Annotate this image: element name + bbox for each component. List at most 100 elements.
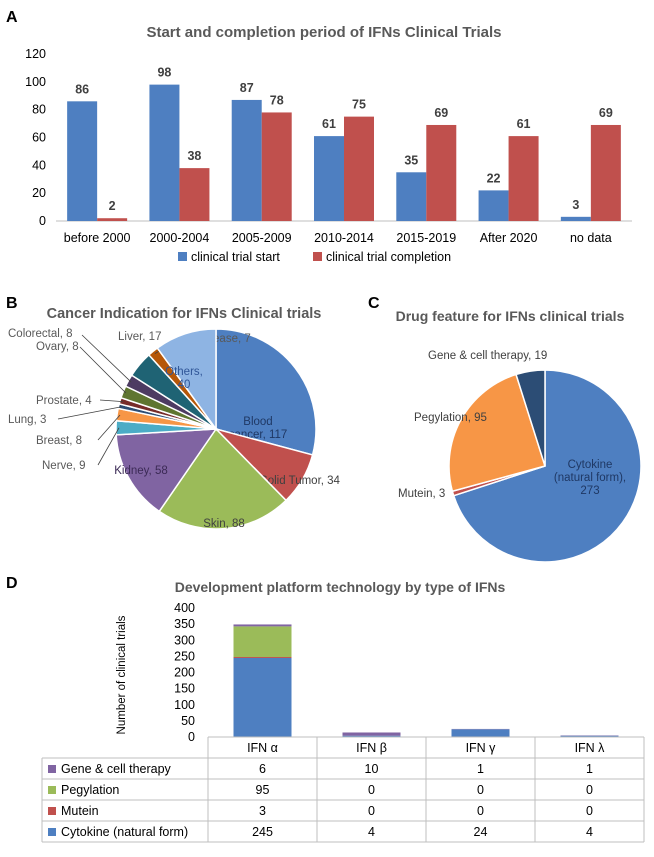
y-tick-label: 250 bbox=[174, 649, 195, 663]
y-tick-label: 0 bbox=[188, 730, 195, 744]
y-tick-label: 120 bbox=[25, 47, 46, 61]
table-legend-swatch bbox=[48, 828, 56, 836]
table-cell: 3 bbox=[259, 804, 266, 818]
bar bbox=[179, 168, 209, 221]
chart-c: Cytokine(natural form),273 Mutein, 3 Pegyl… bbox=[398, 350, 641, 562]
bar-segment bbox=[234, 626, 292, 657]
x-tick-label: before 2000 bbox=[64, 231, 131, 245]
slice-label: 273 bbox=[580, 485, 599, 497]
slice-label: Liver, 17 bbox=[118, 331, 161, 343]
bar bbox=[479, 190, 509, 221]
slice-label: Blood bbox=[243, 416, 272, 428]
table-cell: 4 bbox=[368, 825, 375, 839]
chart-d-title: Development platform technology by type … bbox=[175, 579, 506, 595]
leader-line bbox=[58, 407, 122, 419]
y-tick-label: 40 bbox=[32, 158, 46, 172]
x-tick-label: 2010-2014 bbox=[314, 231, 374, 245]
panel-label-d: D bbox=[6, 575, 18, 592]
table-cell: 24 bbox=[474, 825, 488, 839]
slice-label: Prostate, 4 bbox=[36, 395, 92, 407]
slice-label: Pegylation, 95 bbox=[414, 412, 487, 424]
bar bbox=[561, 217, 591, 221]
data-label: 86 bbox=[75, 82, 89, 96]
table-cell: 1 bbox=[586, 762, 593, 776]
y-tick-label: 80 bbox=[32, 103, 46, 117]
bar bbox=[149, 85, 179, 221]
y-tick-label: 400 bbox=[174, 601, 195, 615]
data-label: 22 bbox=[487, 171, 501, 185]
slice-label: Breast, 8 bbox=[36, 435, 82, 447]
slice-label: (natural form), bbox=[554, 472, 626, 484]
table-cell: 1 bbox=[477, 762, 484, 776]
table-cell: 0 bbox=[368, 783, 375, 797]
data-label: 61 bbox=[322, 117, 336, 131]
slice-label: Others, bbox=[165, 366, 203, 378]
data-label: 35 bbox=[404, 153, 418, 167]
bar bbox=[262, 112, 292, 221]
table-column-header: IFN α bbox=[247, 741, 278, 755]
panel-label-c: C bbox=[368, 295, 380, 312]
table-cell: 0 bbox=[477, 804, 484, 818]
table-cell: 0 bbox=[586, 783, 593, 797]
bar bbox=[97, 218, 127, 221]
data-label: 78 bbox=[270, 93, 284, 107]
bar bbox=[67, 101, 97, 221]
y-tick-label: 300 bbox=[174, 633, 195, 647]
chart-b-title: Cancer Indication for IFNs Clinical tria… bbox=[47, 306, 322, 322]
x-tick-label: After 2020 bbox=[480, 231, 538, 245]
bar bbox=[426, 125, 456, 221]
slice-label: Colorectal, 8 bbox=[8, 328, 73, 340]
table-column-header: IFN λ bbox=[575, 741, 606, 755]
bar bbox=[591, 125, 621, 221]
bar bbox=[232, 100, 262, 221]
slice-label: Cytokine bbox=[568, 459, 613, 471]
panel-label-a: A bbox=[6, 9, 18, 26]
slice-label: Kidney, 58 bbox=[114, 465, 168, 477]
y-tick-label: 50 bbox=[181, 714, 195, 728]
data-label: 87 bbox=[240, 81, 254, 95]
slice-label: Mutein, 3 bbox=[398, 488, 445, 500]
legend-swatch-completion bbox=[313, 252, 322, 261]
slice-label: 40 bbox=[178, 379, 191, 391]
bar-segment bbox=[234, 624, 292, 626]
legend-swatch-start bbox=[178, 252, 187, 261]
table-legend-swatch bbox=[48, 786, 56, 794]
legend-label-completion: clinical trial completion bbox=[326, 250, 451, 264]
panel-label-b: B bbox=[6, 295, 18, 312]
table-legend-swatch bbox=[48, 807, 56, 815]
bar bbox=[509, 136, 539, 221]
x-tick-label: no data bbox=[570, 231, 612, 245]
table-row-label: Pegylation bbox=[61, 783, 119, 797]
table-cell: 95 bbox=[256, 783, 270, 797]
table-legend-swatch bbox=[48, 765, 56, 773]
bar-segment bbox=[343, 732, 401, 735]
table-cell: 0 bbox=[586, 804, 593, 818]
y-tick-label: 350 bbox=[174, 617, 195, 631]
chart-a-title: Start and completion period of IFNs Clin… bbox=[146, 24, 501, 41]
slice-label: Ovary, 8 bbox=[36, 341, 79, 353]
bar-segment bbox=[452, 729, 510, 737]
table-cell: 0 bbox=[368, 804, 375, 818]
data-label: 3 bbox=[572, 198, 579, 212]
table-column-header: IFN γ bbox=[466, 741, 497, 755]
table-column-header: IFN β bbox=[356, 741, 387, 755]
legend-label-start: clinical trial start bbox=[191, 250, 280, 264]
slice-label: Gene & cell therapy, 19 bbox=[428, 350, 547, 362]
x-tick-label: 2015-2019 bbox=[396, 231, 456, 245]
x-tick-label: 2005-2009 bbox=[232, 231, 292, 245]
chart-a-legend: clinical trial start clinical trial comp… bbox=[178, 250, 451, 264]
bar bbox=[344, 117, 374, 221]
y-tick-label: 0 bbox=[39, 214, 46, 228]
y-tick-label: 20 bbox=[32, 186, 46, 200]
data-label: 38 bbox=[187, 149, 201, 163]
data-label: 69 bbox=[434, 106, 448, 120]
slice-label: Skin, 88 bbox=[203, 518, 245, 530]
data-label: 98 bbox=[157, 66, 171, 80]
table-row-label: Cytokine (natural form) bbox=[61, 825, 188, 839]
table-cell: 4 bbox=[586, 825, 593, 839]
